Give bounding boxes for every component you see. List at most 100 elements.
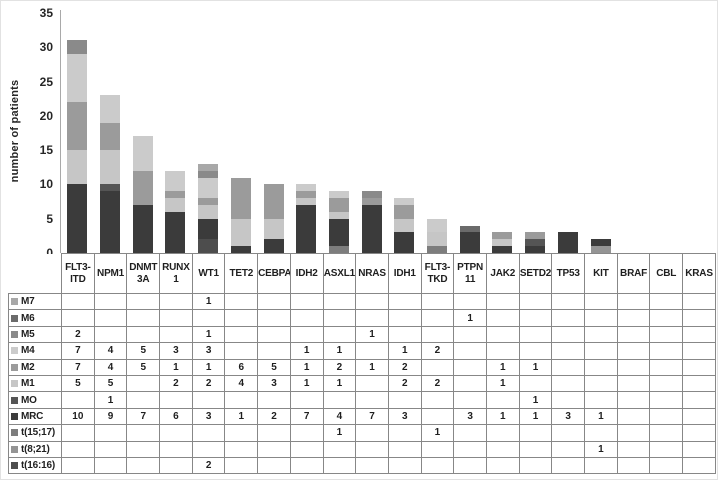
table-cell xyxy=(453,325,487,344)
bar-segment xyxy=(67,40,88,55)
legend-swatch xyxy=(11,396,18,404)
legend-swatch xyxy=(11,314,18,322)
table-cell: 7 xyxy=(61,342,95,360)
table-cell: 3 xyxy=(159,342,193,360)
table-cell: 7 xyxy=(289,407,324,426)
y-tick-label: 15 xyxy=(39,143,53,158)
table-cell: 10 xyxy=(61,407,95,426)
bar-segment xyxy=(525,232,546,240)
bar-segment xyxy=(394,218,415,233)
bar-segment xyxy=(67,150,88,185)
table-cell xyxy=(616,391,651,409)
table-cell xyxy=(224,391,259,409)
bar-segment xyxy=(230,177,251,219)
table-cell xyxy=(485,391,520,409)
table-cell: 3 xyxy=(453,407,487,426)
table-cell: 1 xyxy=(289,358,324,376)
table-cell: 1 xyxy=(518,391,553,409)
bar-segment xyxy=(230,246,251,253)
table-cell: 1 xyxy=(191,358,226,376)
bar-segment xyxy=(132,205,153,253)
table-cell xyxy=(453,358,487,376)
table-cell xyxy=(551,292,586,311)
table-row: M1 5 5 2 2 4 3 1 1 2 2 1 xyxy=(7,374,716,393)
series-label: t(15;17) xyxy=(7,424,63,442)
table-cell xyxy=(584,342,618,360)
table-cell xyxy=(126,424,161,442)
table-cell: 3 xyxy=(191,342,226,360)
y-axis-ticks: 0 5 10 15 20 25 30 35 xyxy=(1,1,53,261)
table-cell xyxy=(551,342,586,360)
bar-segment xyxy=(328,211,349,219)
bar-segment xyxy=(67,54,88,103)
table-cell xyxy=(257,440,291,458)
table-cell xyxy=(126,309,161,327)
table-cell xyxy=(322,325,357,344)
x-axis-label: DNMT 3A xyxy=(126,253,161,294)
table-cell xyxy=(289,440,324,458)
plot-area xyxy=(61,1,715,253)
table-cell xyxy=(616,374,651,393)
table-row: M7 1 xyxy=(7,292,716,311)
bar-segment xyxy=(361,205,382,253)
table-cell xyxy=(682,440,716,458)
table-cell xyxy=(584,358,618,376)
table-cell xyxy=(224,325,259,344)
bar-segment xyxy=(132,136,153,171)
table-cell xyxy=(485,309,520,327)
table-cell xyxy=(224,309,259,327)
table-cell xyxy=(355,374,389,393)
bar-segment xyxy=(459,225,480,233)
table-cell xyxy=(453,342,487,360)
bar-segment xyxy=(361,191,382,199)
table-cell: 1 xyxy=(224,407,259,426)
table-cell xyxy=(682,309,716,327)
table-cell: 4 xyxy=(224,374,259,393)
series-label: M1 xyxy=(7,374,63,393)
table-cell xyxy=(584,325,618,344)
table-cell xyxy=(159,424,193,442)
bar-segment xyxy=(296,198,317,205)
table-cell xyxy=(126,374,161,393)
table-cell xyxy=(289,391,324,409)
table-cell xyxy=(485,342,520,360)
table-cell xyxy=(518,424,553,442)
table-cell xyxy=(518,456,553,475)
legend-swatch xyxy=(11,363,18,371)
table-cell xyxy=(191,309,226,327)
table-cell xyxy=(682,342,716,360)
table-cell xyxy=(649,456,684,475)
bar-segment xyxy=(492,239,513,247)
table-cell xyxy=(453,440,487,458)
table-cell: 1 xyxy=(322,374,357,393)
table-cell xyxy=(420,407,455,426)
table-cell xyxy=(551,456,586,475)
bar-segment xyxy=(198,218,219,240)
table-cell xyxy=(224,342,259,360)
table-cell xyxy=(355,342,389,360)
y-tick-label: 25 xyxy=(39,74,53,89)
table-cell xyxy=(485,440,520,458)
table-cell xyxy=(322,309,357,327)
bar-segment xyxy=(427,232,448,247)
table-cell xyxy=(682,358,716,376)
x-axis-label: TET2 xyxy=(224,253,259,294)
y-tick-label: 20 xyxy=(39,108,53,123)
table-cell xyxy=(518,374,553,393)
table-cell: 5 xyxy=(126,342,161,360)
bar-segment xyxy=(263,239,284,253)
table-cell xyxy=(616,440,651,458)
bar-segment xyxy=(198,170,219,178)
table-row: t(15;17) 1 1 xyxy=(7,424,716,442)
table-cell xyxy=(649,391,684,409)
bar-segment xyxy=(67,102,88,151)
table-cell xyxy=(93,325,128,344)
legend-swatch xyxy=(11,298,18,306)
table-cell xyxy=(322,456,357,475)
table-cell xyxy=(453,391,487,409)
table-cell xyxy=(649,309,684,327)
x-axis-label: PTPN 11 xyxy=(453,253,487,294)
x-axis-label: WT1 xyxy=(191,253,226,294)
bar-segment xyxy=(67,184,88,253)
x-axis-label: IDH2 xyxy=(289,253,324,294)
